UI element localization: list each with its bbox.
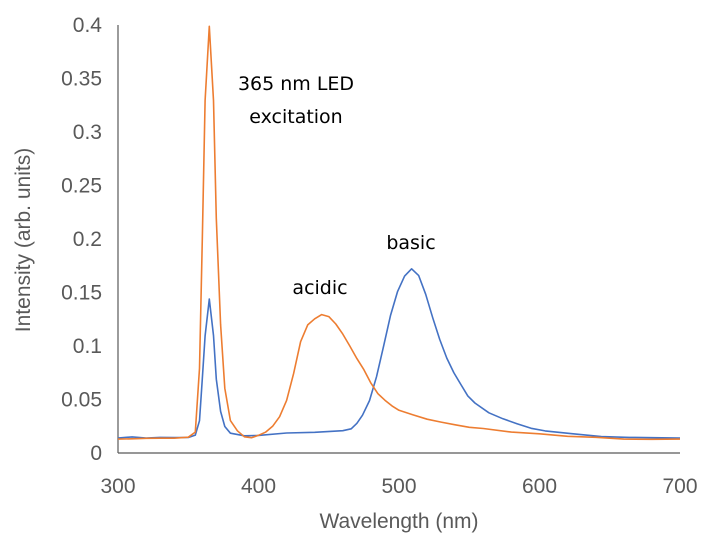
y-tick-label: 0.4 <box>73 14 103 37</box>
series-line-basic <box>117 267 681 439</box>
y-tick-label: 0.05 <box>61 389 102 412</box>
x-tick-label: 400 <box>241 475 276 498</box>
y-tick-label: 0.1 <box>73 335 102 358</box>
x-tick-label: 600 <box>522 475 557 498</box>
y-tick-label: 0.25 <box>61 175 102 198</box>
annotation-led-line2: excitation <box>249 106 342 128</box>
x-tick-label: 300 <box>100 475 135 498</box>
y-axis-title: Intensity (arb. units) <box>12 148 35 332</box>
annotation-led-line1: 365 nm LED <box>238 73 354 95</box>
y-tick-label: 0.2 <box>73 228 102 251</box>
y-tick-label: 0.3 <box>73 121 102 144</box>
x-tick-label: 500 <box>381 475 416 498</box>
x-tick-label: 700 <box>662 475 697 498</box>
annotation-acidic: acidic <box>292 277 347 299</box>
annotation-basic: basic <box>386 232 435 254</box>
y-tick-label: 0.35 <box>61 68 102 91</box>
y-tick-label: 0.15 <box>61 282 102 305</box>
series-line-acidic <box>117 25 681 441</box>
x-axis-title: Wavelength (nm) <box>319 510 478 533</box>
y-tick-label: 0 <box>90 442 102 465</box>
